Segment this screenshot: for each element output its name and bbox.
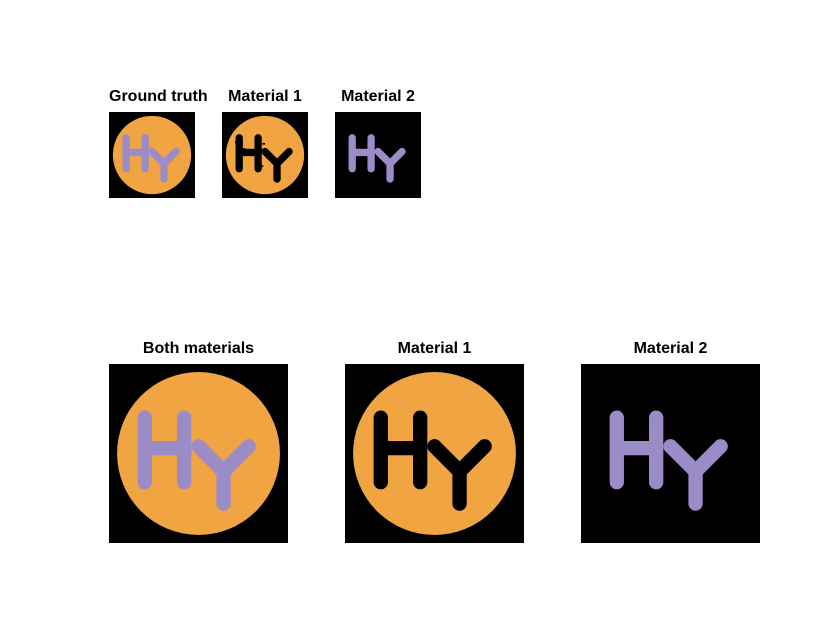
panel-title: Material 2 — [633, 340, 708, 357]
panel-title: Material 2 — [341, 88, 415, 105]
letter-y — [261, 147, 293, 183]
letter-y — [374, 147, 406, 183]
letter-h — [373, 410, 428, 490]
letter-y — [191, 439, 256, 511]
panel-material-1-small: Material 1 — [222, 88, 308, 198]
hy-letters — [348, 134, 406, 183]
material-2-large-image — [581, 364, 760, 543]
panel-both-materials: Both materials — [109, 340, 288, 543]
material-2-small-image — [335, 112, 421, 198]
panel-title: Ground truth — [109, 88, 208, 105]
letter-h — [609, 410, 664, 490]
hy-letters — [373, 410, 492, 511]
panel-material-2-large: Material 2 — [581, 340, 760, 543]
ground-truth-image — [109, 112, 195, 198]
hy-letters — [122, 134, 180, 183]
hy-letters — [137, 410, 256, 511]
letter-h — [348, 134, 375, 173]
panel-material-2-small: Material 2 — [335, 88, 421, 198]
letter-h — [137, 410, 192, 490]
letter-y — [663, 439, 728, 511]
letter-y — [427, 439, 492, 511]
letter-h — [122, 134, 149, 173]
hy-letters — [609, 410, 728, 511]
both-materials-image — [109, 364, 288, 543]
panel-ground-truth: Ground truth — [109, 88, 208, 198]
panel-title: Material 1 — [397, 340, 472, 357]
letter-y — [148, 147, 180, 183]
edge-noise — [234, 141, 290, 176]
panel-title: Material 1 — [228, 88, 302, 105]
panel-title: Both materials — [142, 340, 255, 357]
material-1-large-image — [345, 364, 524, 543]
material-1-small-image — [222, 112, 308, 198]
panel-material-1-large: Material 1 — [345, 340, 524, 543]
